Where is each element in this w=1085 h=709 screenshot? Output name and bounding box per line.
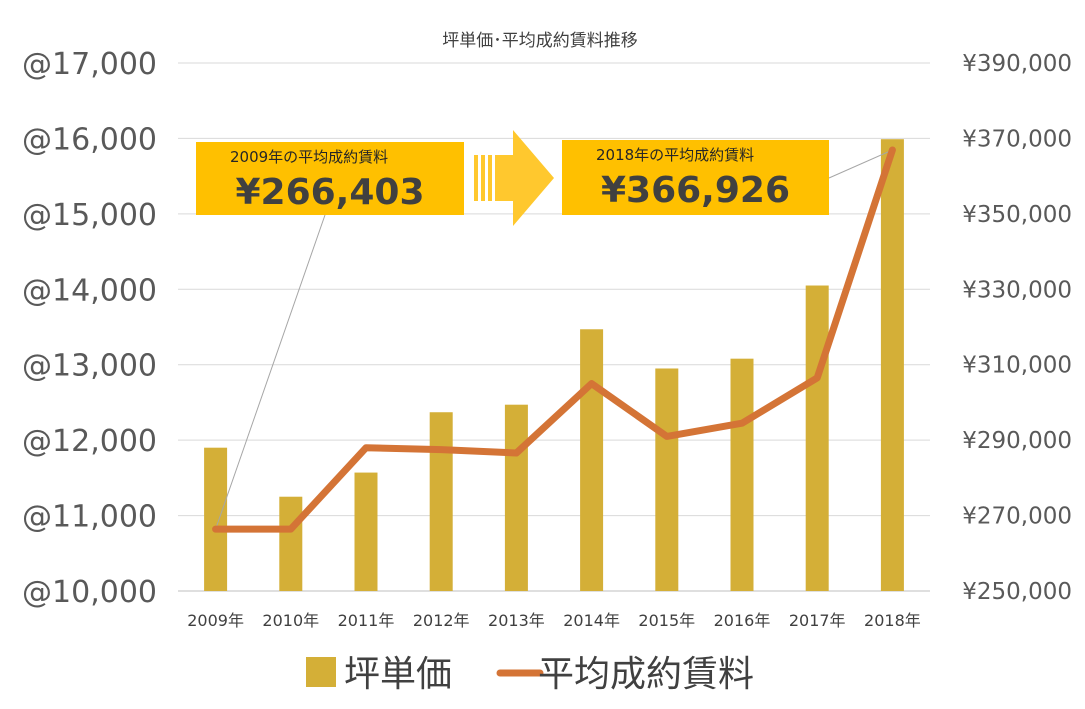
chart-title: 坪単価･平均成約賃料推移 xyxy=(442,31,638,51)
bar xyxy=(580,329,604,591)
callout-leaders xyxy=(215,149,893,530)
callout-value: ¥366,926 xyxy=(601,170,790,211)
y-tick-label-right: ¥310,000 xyxy=(962,353,1072,379)
x-tick-label: 2010年 xyxy=(262,611,319,630)
line-point xyxy=(290,528,292,530)
line-point xyxy=(591,383,593,385)
y-tick-label-left: @11,000 xyxy=(22,500,157,535)
line-point xyxy=(515,452,517,454)
legend: 坪単価 平均成約賃料 xyxy=(306,654,754,695)
legend-label-line: 平均成約賃料 xyxy=(538,654,754,695)
x-tick-label: 2015年 xyxy=(638,611,695,630)
y-tick-label-right: ¥350,000 xyxy=(962,202,1072,228)
callout-value: ¥266,403 xyxy=(235,172,424,213)
y-axis-right: ¥250,000 ¥270,000 ¥290,000 ¥310,000 ¥330,000… xyxy=(962,51,1072,605)
bar xyxy=(354,472,378,591)
bar xyxy=(204,447,228,591)
callout-label: 2018年の平均成約賃料 xyxy=(596,146,754,164)
line-point xyxy=(741,422,743,424)
y-tick-label-right: ¥390,000 xyxy=(962,51,1072,77)
callout-leader-line xyxy=(828,149,893,179)
x-tick-label: 2009年 xyxy=(187,611,244,630)
y-tick-label-left: @17,000 xyxy=(22,47,157,82)
bar xyxy=(655,368,679,591)
legend-label-bar: 坪単価 xyxy=(344,654,452,695)
line-point xyxy=(666,435,668,437)
y-tick-label-right: ¥290,000 xyxy=(962,428,1072,454)
x-tick-label: 2012年 xyxy=(413,611,470,630)
callouts: 2009年の平均成約賃料 ¥266,403 2018年の平均成約賃料 ¥366,926 xyxy=(196,130,829,226)
x-tick-label: 2014年 xyxy=(563,611,620,630)
callout-label: 2009年の平均成約賃料 xyxy=(230,148,388,166)
x-tick-label: 2017年 xyxy=(789,611,846,630)
x-tick-label: 2018年 xyxy=(864,611,921,630)
callout-leader-line xyxy=(215,214,326,530)
y-tick-label-right: ¥330,000 xyxy=(962,277,1072,303)
x-tick-label: 2016年 xyxy=(714,611,771,630)
x-axis: 2009年 2010年 2011年 2012年 2013年 2014年 2015年 2016年… xyxy=(187,611,921,630)
arrow-stripe xyxy=(474,155,478,201)
y-tick-label-left: @16,000 xyxy=(22,122,157,157)
y-tick-label-left: @10,000 xyxy=(22,575,157,610)
line-point xyxy=(816,377,818,379)
bar xyxy=(805,285,829,591)
y-tick-label-left: @14,000 xyxy=(22,273,157,308)
y-tick-label-right: ¥270,000 xyxy=(962,504,1072,530)
bar xyxy=(279,496,303,591)
y-axis-left: @10,000 @11,000 @12,000 @13,000 @14,000 @15,0… xyxy=(22,47,157,610)
line-point xyxy=(440,449,442,451)
right-arrow-icon xyxy=(474,130,554,226)
y-tick-label-left: @13,000 xyxy=(22,349,157,384)
y-tick-label-right: ¥250,000 xyxy=(962,579,1072,605)
bar xyxy=(429,412,453,591)
bar xyxy=(880,139,904,591)
line-point xyxy=(215,528,217,530)
line-point xyxy=(365,447,367,449)
legend-swatch-bar xyxy=(306,657,336,687)
callout-box xyxy=(562,140,829,215)
arrow-stripe xyxy=(481,155,485,201)
y-tick-label-left: @12,000 xyxy=(22,424,157,459)
arrow-head xyxy=(495,130,554,226)
bar xyxy=(504,404,528,591)
line-point xyxy=(891,149,893,151)
y-tick-label-right: ¥370,000 xyxy=(962,126,1072,152)
bar-series xyxy=(204,139,904,591)
x-tick-label: 2013年 xyxy=(488,611,545,630)
line-series xyxy=(212,146,896,533)
arrow-stripe xyxy=(488,155,492,201)
series-line xyxy=(212,146,896,533)
y-tick-label-left: @15,000 xyxy=(22,198,157,233)
bar xyxy=(730,358,754,591)
callout-box xyxy=(196,142,464,215)
x-tick-label: 2011年 xyxy=(338,611,395,630)
